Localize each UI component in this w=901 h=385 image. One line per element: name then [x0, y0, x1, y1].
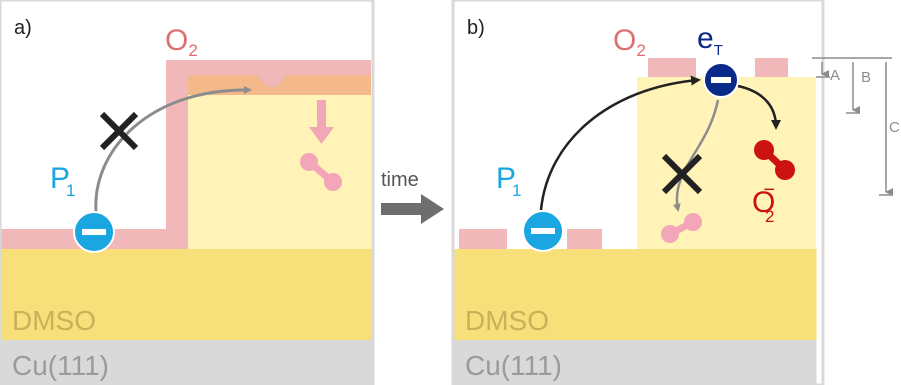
- panel-b-dimension-markers: [812, 57, 893, 196]
- panel-b-superoxide-icon: [754, 140, 795, 180]
- panel-a-label: a): [14, 17, 32, 39]
- dim-b-label: B: [861, 69, 871, 86]
- panel-b-dmso-layer: [454, 249, 817, 340]
- panel-b-cu-layer: [454, 340, 817, 384]
- panel-a-p1-label: P1: [50, 162, 75, 200]
- panel-a-p1-state: [73, 211, 115, 253]
- panel-b-oxygen-patch-2: [755, 58, 788, 77]
- panel-b-label: b): [467, 17, 485, 39]
- panel-a-oxygen-layer: [1, 60, 371, 249]
- time-label: time: [381, 169, 419, 191]
- dim-a-label: A: [830, 67, 840, 84]
- panel-b-superoxide-label: O− 2: [752, 179, 775, 226]
- panel-a-cu-label: Cu(111): [12, 350, 109, 381]
- panel-b-p1-state: [522, 210, 564, 252]
- panel-b-oxygen-patch-4: [567, 229, 602, 249]
- panel-a-ice-island: [188, 75, 371, 249]
- panel-a-pink-arrow: [309, 100, 334, 144]
- panel-a-defect: [258, 75, 286, 88]
- panel-b-oxygen-patch-1: [648, 58, 696, 77]
- panel-b-oxygen-patch-3: [459, 229, 507, 249]
- panel-a-blocked-icon: [99, 111, 139, 151]
- panel-a: a) O2 P1 DMSO Cu(111): [0, 0, 375, 385]
- panel-b: A B C: [451, 0, 900, 385]
- panel-a-dmso-label: DMSO: [12, 305, 96, 336]
- panel-b-blocked-icon: [661, 153, 703, 195]
- panel-a-dmso-layer: [1, 249, 372, 340]
- panel-b-cu-label: Cu(111): [465, 350, 562, 381]
- panel-b-et-state: [703, 62, 739, 98]
- panel-b-dmso-label: DMSO: [465, 305, 549, 336]
- panel-a-o2-label: O2: [165, 24, 198, 60]
- panel-a-molecule-icon: [300, 153, 342, 191]
- panel-b-o2-label: O2: [613, 24, 646, 60]
- panel-b-transfer-arrow: [539, 75, 701, 211]
- dim-c-label: C: [889, 119, 900, 136]
- panel-a-transfer-arrow: [94, 85, 252, 213]
- panel-b-et-label: eT: [697, 22, 723, 59]
- panel-b-molecule-icon: [661, 213, 702, 243]
- time-transition: time: [381, 169, 444, 224]
- panel-b-decay-arrow: [672, 99, 720, 212]
- panel-b-p1-label: P1: [496, 162, 521, 200]
- panel-b-reduction-arrow: [737, 84, 781, 130]
- time-arrow: [381, 194, 444, 224]
- panel-a-cu-layer: [1, 340, 372, 384]
